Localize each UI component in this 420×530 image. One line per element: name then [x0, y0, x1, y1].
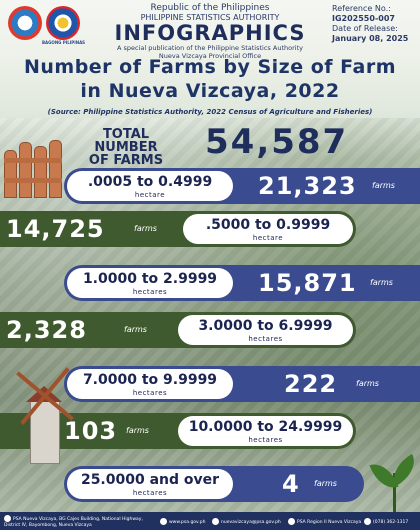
farm-count: 21,323: [258, 172, 357, 200]
row-size-1: .0005 to 0.4999 hectare 21,323 farms: [64, 168, 420, 204]
range-unit: hectare: [134, 191, 166, 199]
range-unit: hectares: [132, 389, 168, 397]
range-unit: hectares: [248, 436, 283, 444]
footer-email-text: nuevavizcaya@psa.gov.ph: [221, 520, 281, 525]
farm-count: 222: [284, 370, 338, 398]
bagong-pilipinas-logo: [46, 6, 80, 40]
range-unit: hectare: [252, 234, 284, 242]
range-pill: .5000 to 0.9999 hectare: [183, 214, 353, 244]
footer-address: PSA Nueva Vizcaya, BG Cajes Building, Na…: [4, 515, 154, 529]
range-label: .0005 to 0.4999: [87, 174, 213, 190]
page-title-line1: Number of Farms by Size of Farm: [23, 56, 397, 78]
seedling-icon: [368, 453, 420, 515]
release-date-label: Date of Release:: [332, 24, 398, 33]
row-size-2: 14,725 farms .5000 to 0.9999 hectare: [0, 211, 356, 247]
range-unit: hectares: [132, 489, 168, 497]
footer-facebook-text: PSA Region II Nueva Vizcaya: [297, 520, 362, 525]
release-date-value: January 08, 2025: [332, 34, 409, 43]
header-office: Nueva Vizcaya Provincial Office: [158, 52, 262, 60]
farms-label: farms: [356, 379, 379, 388]
farm-count: 14,725: [6, 215, 105, 243]
range-label: 3.0000 to 6.9999: [198, 318, 333, 334]
header-publication: A special publication of the Philippine …: [117, 44, 303, 52]
footer-facebook[interactable]: PSA Region II Nueva Vizcaya: [288, 518, 361, 526]
range-pill: 7.0000 to 9.9999 hectares: [67, 369, 233, 399]
farms-label: farms: [134, 224, 157, 233]
range-unit: hectares: [248, 335, 283, 343]
farm-count: 4: [282, 470, 300, 498]
total-value: 54,587: [205, 122, 349, 162]
farms-label: farms: [370, 278, 393, 287]
footer-address-text: PSA Nueva Vizcaya, BG Cajes Building, Na…: [4, 517, 143, 528]
email-icon: [212, 518, 219, 525]
windmill-icon: [4, 360, 84, 470]
total-label: TOTAL NUMBER OF FARMS: [76, 128, 176, 167]
fence-icon: [4, 138, 62, 198]
footer-phone-text: (078) 362-1317: [373, 520, 409, 525]
range-pill: 25.0000 and over hectares: [67, 469, 233, 499]
page-title-line2: in Nueva Vizcaya, 2022: [80, 80, 340, 102]
range-label: 10.0000 to 24.9999: [188, 419, 343, 435]
bagong-pilipinas-caption: BAGONG PILIPINAS: [42, 40, 86, 45]
source-note: (Source: Philippine Statistics Authority…: [47, 108, 373, 116]
farm-count: 2,328: [6, 316, 87, 344]
footer-website[interactable]: www.psa.gov.ph: [160, 518, 206, 526]
range-label: 1.0000 to 2.9999: [82, 271, 218, 287]
range-pill: 10.0000 to 24.9999 hectares: [178, 416, 353, 446]
range-unit: hectares: [132, 288, 168, 296]
footer-phone: (078) 362-1317: [364, 518, 408, 526]
range-pill: .0005 to 0.4999 hectare: [67, 171, 233, 201]
reference-value: IG202550-007: [332, 14, 395, 23]
row-size-5: 7.0000 to 9.9999 hectares 222 farms: [64, 366, 420, 402]
row-size-7: 25.0000 and over hectares 4 farms: [64, 466, 364, 502]
range-label: 7.0000 to 9.9999: [82, 372, 218, 388]
globe-icon: [160, 518, 167, 525]
farms-label: farms: [372, 181, 395, 190]
footer-email[interactable]: nuevavizcaya@psa.gov.ph: [212, 518, 281, 526]
reference-label: Reference No.:: [332, 4, 391, 13]
range-pill: 1.0000 to 2.9999 hectares: [67, 268, 233, 298]
range-label: .5000 to 0.9999: [205, 217, 331, 233]
range-label: 25.0000 and over: [80, 472, 220, 488]
range-pill: 3.0000 to 6.9999 hectares: [178, 315, 353, 345]
total-label-line1: TOTAL NUMBER: [94, 127, 158, 155]
row-size-4: 2,328 farms 3.0000 to 6.9999 hectares: [0, 312, 356, 348]
header-infographics: INFOGRAPHICS: [114, 21, 306, 45]
farms-label: farms: [126, 426, 149, 435]
farms-label: farms: [124, 325, 147, 334]
header-republic: Republic of the Philippines: [150, 3, 270, 13]
header-agency: PHILIPPINE STATISTICS AUTHORITY: [140, 13, 280, 22]
phone-icon: [364, 518, 371, 525]
total-label-line2: OF FARMS: [88, 153, 164, 168]
psa-logo: [8, 6, 42, 40]
header-block: Republic of the Philippines PHILIPPINE S…: [100, 3, 320, 60]
footer-website-text: www.psa.gov.ph: [169, 520, 206, 525]
farm-count: 15,871: [258, 269, 357, 297]
farms-label: farms: [314, 479, 337, 488]
farm-count: 103: [64, 417, 118, 445]
row-size-3: 1.0000 to 2.9999 hectares 15,871 farms: [64, 265, 420, 301]
footer-bar: PSA Nueva Vizcaya, BG Cajes Building, Na…: [0, 512, 420, 530]
location-icon: [4, 515, 11, 522]
facebook-icon: [288, 518, 295, 525]
reference-block: Reference No.: IG202550-007 Date of Rele…: [332, 4, 408, 44]
